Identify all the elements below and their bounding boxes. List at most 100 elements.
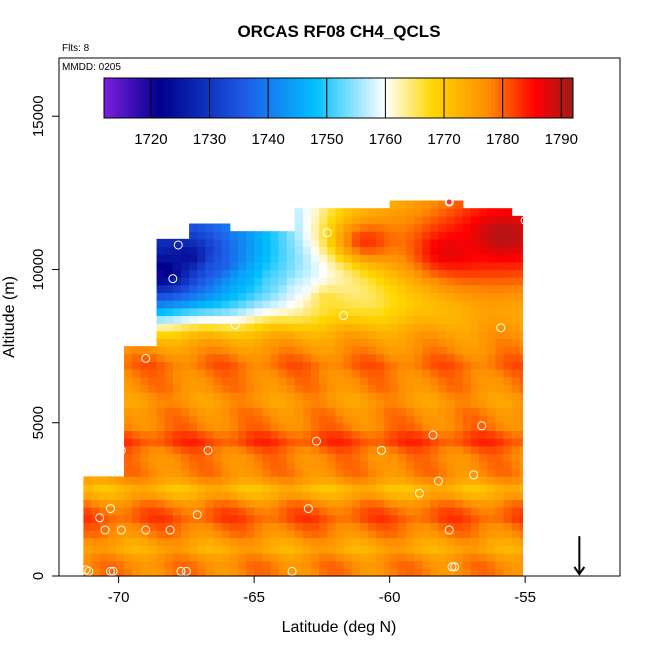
heat-cell: [270, 284, 280, 294]
heat-cell: [229, 307, 239, 317]
colorbar-segment: [541, 78, 547, 118]
heat-cell: [446, 461, 456, 470]
colorbar-segment: [361, 78, 367, 118]
heat-cell: [479, 284, 488, 294]
heat-cell: [172, 461, 182, 470]
heat-cell: [503, 254, 513, 263]
heat-cell: [156, 522, 166, 531]
heat-cell: [414, 499, 423, 508]
heat-cell: [164, 392, 174, 401]
colorbar-segment: [432, 78, 437, 118]
heat-cell: [397, 208, 407, 217]
heat-cell: [487, 468, 496, 477]
heat-cell: [164, 560, 174, 569]
heat-cell: [479, 269, 488, 278]
heat-cell: [438, 445, 448, 454]
heat-cell: [197, 407, 206, 416]
heat-cell: [343, 445, 353, 454]
plot-frame: [58, 57, 621, 577]
heat-cell: [462, 445, 472, 454]
heat-cell: [262, 568, 271, 577]
heat-cell: [359, 384, 369, 393]
heat-cell: [487, 246, 496, 255]
heat-cell: [311, 537, 320, 546]
sample-point: [192, 510, 202, 520]
heat-cell: [384, 553, 391, 562]
heat-cell: [389, 300, 399, 309]
heat-cell: [327, 553, 337, 562]
heat-cell: [414, 208, 423, 217]
heat-cell: [503, 484, 513, 493]
heat-cell: [438, 560, 448, 569]
heat-cell: [213, 499, 223, 508]
heat-cell: [221, 560, 231, 569]
heat-cell: [278, 468, 288, 477]
heat-cell: [503, 545, 513, 554]
heat-cell: [376, 215, 385, 225]
colorbar-segment: [272, 78, 277, 118]
heat-cell: [237, 292, 247, 301]
heat-cell: [479, 254, 488, 263]
heat-cell: [351, 568, 361, 577]
heat-cell: [124, 560, 133, 569]
heat-cell: [156, 453, 166, 462]
heat-cell: [367, 430, 377, 439]
heat-cell: [197, 353, 206, 363]
heat-cell: [503, 261, 513, 271]
heat-cell: [270, 307, 280, 317]
colorbar-segment: [447, 78, 453, 118]
heat-cell: [124, 430, 133, 439]
arrow-down-icon: [573, 566, 586, 576]
heat-cell: [454, 537, 464, 546]
heat-cell: [487, 415, 496, 424]
heat-cell: [278, 476, 288, 485]
heat-cell: [438, 430, 448, 439]
heat-cell: [376, 545, 385, 554]
heat-cell: [156, 560, 166, 569]
heat-cell: [359, 537, 369, 546]
heat-cell: [91, 507, 101, 516]
heat-cell: [343, 438, 353, 447]
heat-cell: [213, 453, 223, 462]
heat-cell: [351, 384, 361, 393]
heat-cell: [422, 522, 431, 531]
heat-cell: [83, 484, 93, 493]
x-tick-label: -65: [243, 589, 265, 606]
heat-cell: [302, 223, 312, 232]
heat-cell: [124, 530, 133, 539]
heat-cell: [343, 338, 353, 347]
heat-cell: [156, 545, 166, 554]
heat-cell: [156, 507, 166, 516]
heat-cell: [205, 499, 215, 508]
heat-cell: [302, 261, 312, 271]
heat-cell: [221, 353, 231, 363]
heat-cell: [470, 545, 480, 554]
heat-cell: [327, 353, 337, 363]
heat-cell: [213, 415, 223, 424]
heat-cell: [495, 223, 505, 232]
heat-cell: [430, 238, 440, 248]
heat-cell: [115, 484, 125, 493]
heat-cell: [237, 246, 247, 255]
heat-cell: [319, 560, 328, 569]
heat-cell: [367, 338, 377, 347]
heat-cell: [327, 346, 337, 355]
heat-cell: [246, 361, 255, 370]
heat-cell: [205, 307, 215, 317]
colorbar-segment: [404, 78, 410, 118]
colorbar-segment: [244, 78, 250, 118]
heat-cell: [197, 484, 206, 493]
heat-cell: [384, 269, 391, 278]
heat-cell: [254, 468, 263, 477]
heat-cell: [438, 246, 448, 255]
heat-cell: [229, 507, 239, 516]
heat-cell: [422, 292, 431, 301]
heat-cell: [511, 269, 521, 278]
heat-cell: [503, 269, 513, 278]
heat-cell: [294, 461, 304, 470]
heat-cell: [430, 422, 440, 432]
heat-cell: [262, 284, 271, 294]
heat-cell: [262, 422, 271, 432]
heat-cell: [376, 208, 385, 217]
heat-cell: [405, 384, 415, 393]
